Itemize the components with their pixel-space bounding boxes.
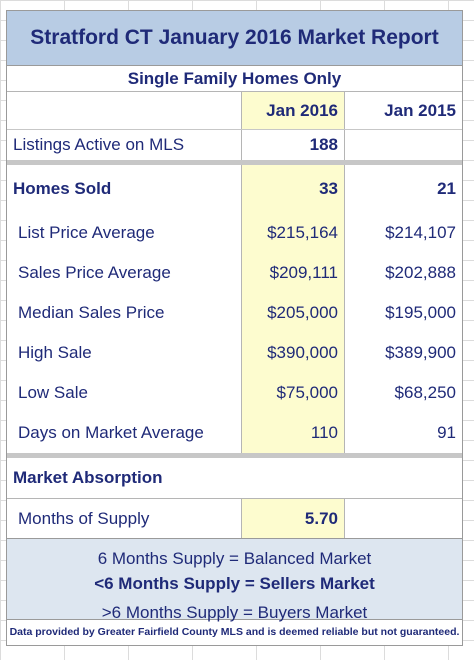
metric-row: Sales Price Average $209,111 $202,888 xyxy=(7,253,462,293)
homes-sold-row: Homes Sold 33 21 xyxy=(7,165,462,213)
listings-row: Listings Active on MLS 188 xyxy=(7,130,462,160)
metric-label: Median Sales Price xyxy=(18,303,165,322)
legend-sellers: <6 Months Supply = Sellers Market xyxy=(94,574,375,593)
metric-row: List Price Average $215,164 $214,107 xyxy=(7,213,462,253)
section-divider xyxy=(7,160,462,165)
metric-row: High Sale $390,000 $389,900 xyxy=(7,333,462,373)
section-divider xyxy=(7,453,462,458)
listings-current: 188 xyxy=(241,130,345,160)
metric-label: High Sale xyxy=(18,343,92,362)
metric-current: $390,000 xyxy=(241,333,345,373)
homes-sold-previous: 21 xyxy=(437,179,456,198)
metric-previous: $202,888 xyxy=(385,263,456,282)
metric-row: Median Sales Price $205,000 $195,000 xyxy=(7,293,462,333)
metric-label: Days on Market Average xyxy=(18,423,204,442)
months-supply-label: Months of Supply xyxy=(18,508,150,528)
listings-label: Listings Active on MLS xyxy=(13,135,185,154)
absorption-heading: Market Absorption xyxy=(13,468,163,487)
metric-current: 110 xyxy=(241,413,345,453)
row-divider xyxy=(7,129,462,130)
metric-row: Days on Market Average 110 91 xyxy=(7,413,462,453)
metric-row: Low Sale $75,000 $68,250 xyxy=(7,373,462,413)
homes-sold-current: 33 xyxy=(241,165,345,213)
listings-previous xyxy=(345,130,462,160)
report-subtitle: Single Family Homes Only xyxy=(7,66,462,92)
disclaimer: Data provided by Greater Fairfield Count… xyxy=(9,626,460,638)
header-spacer xyxy=(7,92,241,129)
column-header-current: Jan 2016 xyxy=(241,92,345,129)
metric-label: Low Sale xyxy=(18,383,88,402)
legend-buyers: >6 Months Supply = Buyers Market xyxy=(101,603,368,622)
metric-previous: $389,900 xyxy=(385,343,456,362)
market-report-table: Stratford CT January 2016 Market Report … xyxy=(6,10,463,646)
column-header-previous: Jan 2015 xyxy=(384,100,456,120)
months-supply-row: Months of Supply 5.70 xyxy=(7,499,462,538)
metric-previous: $195,000 xyxy=(385,303,456,322)
metric-previous: 91 xyxy=(437,423,456,442)
absorption-heading-row: Market Absorption xyxy=(7,458,462,498)
metric-label: List Price Average xyxy=(18,223,155,242)
column-header-row: Jan 2016 Jan 2015 xyxy=(7,92,462,129)
metric-previous: $68,250 xyxy=(394,383,456,402)
legend-balanced: 6 Months Supply = Balanced Market xyxy=(97,549,372,568)
row-divider xyxy=(7,498,462,499)
homes-sold-label: Homes Sold xyxy=(13,179,112,198)
metric-label: Sales Price Average xyxy=(18,263,171,282)
metric-current: $75,000 xyxy=(241,373,345,413)
metric-current: $205,000 xyxy=(241,293,345,333)
metric-previous: $214,107 xyxy=(385,223,456,242)
months-supply-previous xyxy=(345,499,462,538)
report-title: Stratford CT January 2016 Market Report xyxy=(7,11,462,66)
metric-current: $209,111 xyxy=(241,253,345,293)
months-supply-current: 5.70 xyxy=(241,499,345,538)
metric-current: $215,164 xyxy=(241,213,345,253)
supply-legend: 6 Months Supply = Balanced Market <6 Mon… xyxy=(7,538,462,622)
